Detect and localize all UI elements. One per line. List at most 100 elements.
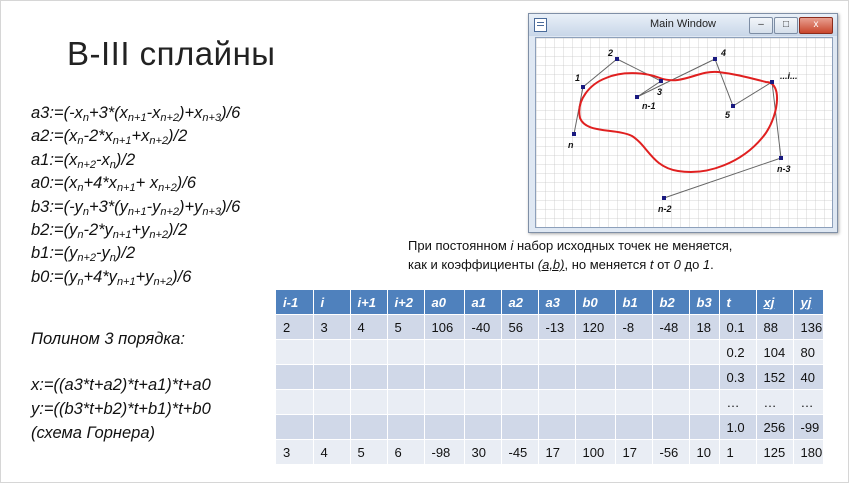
column-header: yj [793, 290, 824, 315]
slide-title: B-III сплайны [67, 35, 276, 72]
table-cell [350, 389, 388, 415]
note-text: как и коэффициенты [408, 257, 538, 272]
formula-text: )/6 [221, 197, 241, 216]
note-text: от [653, 257, 674, 272]
formula-subscript: n+2 [77, 158, 96, 171]
formula-subscript: n [109, 252, 116, 265]
formula-text: +y [131, 220, 150, 239]
column-header: t [719, 290, 757, 315]
formula-text: -x [96, 150, 110, 169]
drawing-canvas[interactable]: n 1 2 3 n-1 4 5 ...i... n-3 n-2 [535, 37, 833, 228]
table-cell: 4 [313, 439, 351, 464]
formula-text: b2:=(y [31, 220, 78, 239]
control-point-label: 4 [720, 48, 726, 58]
close-button[interactable]: x [799, 17, 833, 34]
control-point-label: 1 [575, 73, 580, 83]
column-header: i-1 [276, 290, 314, 315]
control-point-marker[interactable] [572, 132, 576, 136]
control-point-label: 3 [657, 87, 662, 97]
maximize-button[interactable]: □ [774, 17, 798, 34]
table-cell [615, 414, 653, 440]
table-cell [350, 339, 388, 365]
horner-caption: (схема Горнера) [31, 424, 156, 442]
control-point-marker[interactable] [635, 95, 639, 99]
note-var-i: i [510, 238, 514, 253]
table-cell [276, 339, 314, 365]
formula-text: -2*x [83, 127, 113, 146]
table-cell: 136 [793, 314, 824, 340]
formula-subscript: n+2 [160, 205, 180, 218]
table-cell [424, 339, 465, 365]
table-cell: 1 [719, 439, 757, 464]
table-cell [615, 389, 653, 415]
table-cell [424, 364, 465, 390]
control-point-marker[interactable] [615, 57, 619, 61]
formula-subscript: n+2 [149, 228, 169, 241]
horner-line-y: y:=((b3*t+b2)*t+b1)*t+b0 [31, 400, 211, 418]
note-var-t: t [649, 257, 654, 272]
formula-text: +4*x [83, 174, 117, 193]
column-header: a0 [424, 290, 465, 315]
column-header: i+2 [387, 290, 425, 315]
column-header-label: b0 [582, 294, 598, 310]
table-cell: -99 [793, 414, 824, 440]
table-cell: … [756, 389, 794, 415]
control-point-marker[interactable] [770, 80, 774, 84]
table-cell: 3 [313, 314, 351, 340]
window-titlebar[interactable]: Main Window – □ x [529, 14, 837, 36]
table-cell [538, 414, 576, 440]
control-point-marker[interactable] [713, 57, 717, 61]
minimize-button[interactable]: – [749, 17, 773, 34]
table-cell: 152 [756, 364, 794, 390]
table-cell [387, 339, 425, 365]
horner-line-x: x:=((a3*t+a2)*t+a1)*t+a0 [31, 376, 211, 394]
main-window: Main Window – □ x n 1 2 3 n-1 4 5 ...i... n-3 n-2 [528, 13, 838, 233]
table-row: 1.0 256 -99 [276, 414, 824, 440]
note-text: . [710, 257, 714, 272]
note-text: набор исходных точек не меняется, [513, 238, 733, 253]
table-cell: 5 [350, 439, 388, 464]
column-header-label: a3 [545, 294, 560, 310]
window-controls: – □ x [749, 17, 833, 34]
formula-subscript: n [82, 112, 89, 124]
formula-text: )/6 [221, 104, 241, 122]
table-cell [424, 389, 465, 415]
table-cell [575, 364, 616, 390]
spline-drawing: n 1 2 3n-1 4 5 ...i... n-3 n-2 [536, 38, 832, 227]
column-header-label: i+2 [394, 294, 413, 310]
table-cell [652, 339, 690, 365]
formula-text: a1:=(x [31, 150, 78, 169]
table-cell [538, 364, 576, 390]
table-cell [575, 414, 616, 440]
table-cell [313, 339, 351, 365]
column-header: a2 [501, 290, 539, 315]
column-header-label: i-1 [283, 294, 299, 310]
table-cell: 56 [501, 314, 539, 340]
formula-subscript: n [77, 228, 84, 241]
column-header: a3 [538, 290, 576, 315]
control-point-marker[interactable] [659, 79, 663, 83]
formula-subscript: n+3 [202, 205, 222, 218]
table-cell [538, 389, 576, 415]
table-cell [501, 414, 539, 440]
formula-line: a3:=(-xn+3*(xn+1-xn+2)+xn+3)/6 [31, 104, 240, 127]
table-cell [276, 414, 314, 440]
formula-subscript: n+2 [153, 275, 173, 288]
control-point-label: n-1 [642, 101, 656, 111]
table-cell: 10 [689, 439, 720, 464]
control-point-marker[interactable] [581, 85, 585, 89]
table-cell [652, 389, 690, 415]
formula-line: a1:=(xn+2-xn)/2 [31, 151, 240, 174]
table-cell: … [793, 389, 824, 415]
table-cell [313, 364, 351, 390]
control-point-marker[interactable] [731, 104, 735, 108]
formula-subscript: n+1 [116, 182, 136, 195]
control-point-marker[interactable] [779, 156, 783, 160]
control-points: n 1 2 3n-1 4 5 ...i... n-3 n-2 [568, 48, 798, 214]
column-header: b3 [689, 290, 720, 315]
table-header-row: i-1 i i+1 i+2 a0 a1 a2 a3 b0 b1 b2 b3 t xj yj [276, 290, 824, 315]
table-cell: 0.1 [719, 314, 757, 340]
control-point-marker[interactable] [662, 196, 666, 200]
table-cell [615, 339, 653, 365]
column-header-label: b2 [659, 294, 675, 310]
